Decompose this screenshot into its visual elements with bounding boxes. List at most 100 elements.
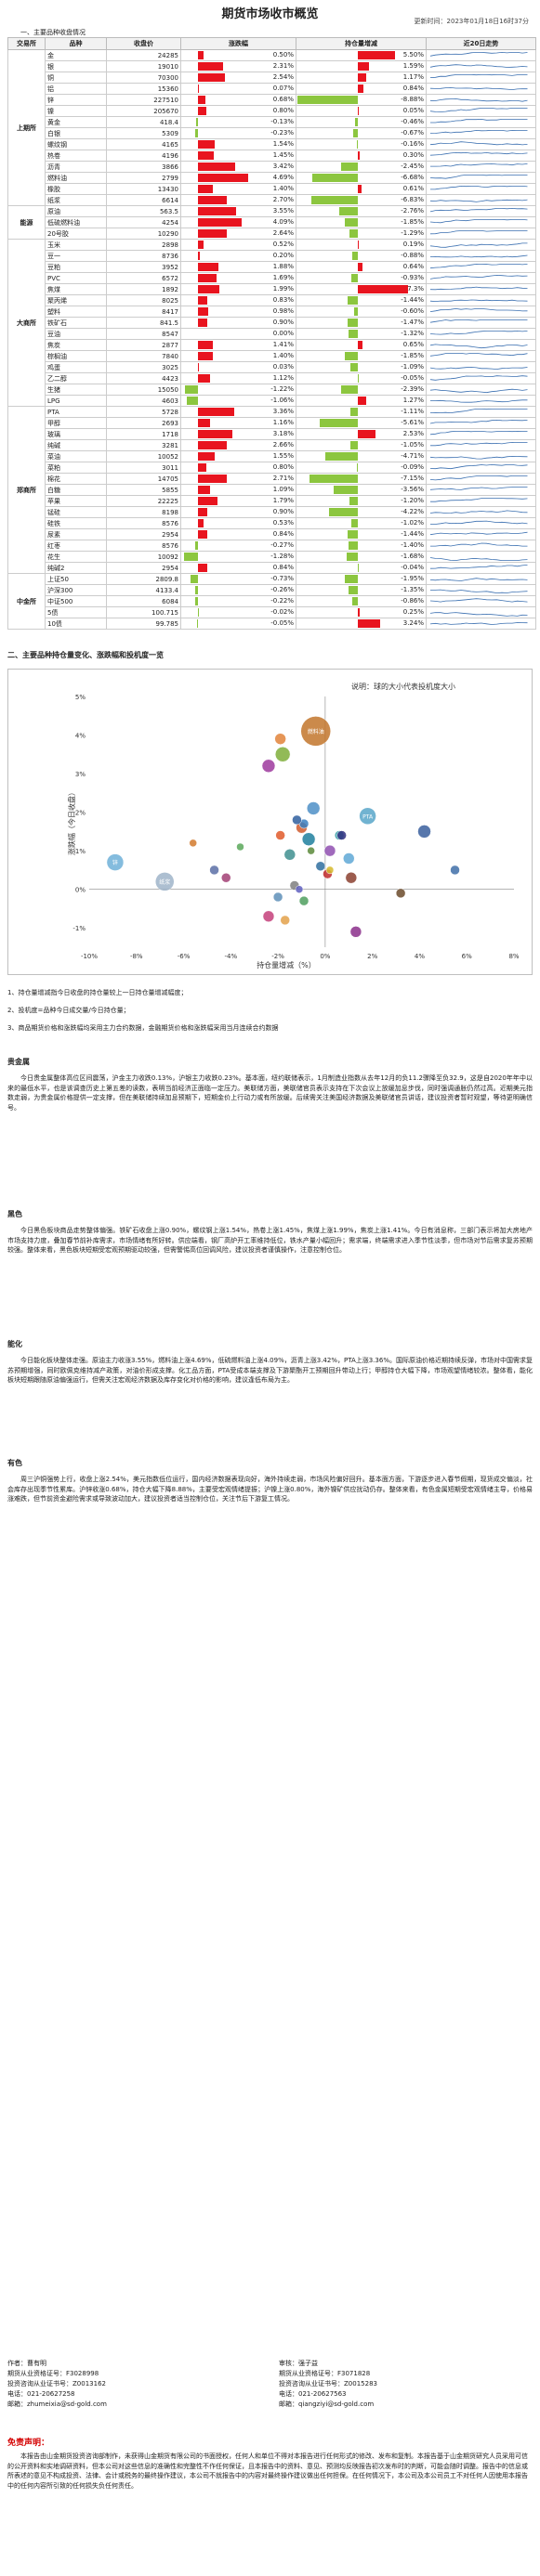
sparkline-path <box>429 455 528 460</box>
change-value: 3.55% <box>272 207 294 215</box>
reviewer-mail-label: 邮箱： <box>279 2400 298 2408</box>
sparkline <box>429 611 528 617</box>
change-cell: 0.50% <box>180 49 296 61</box>
change-cell: 3.55% <box>180 205 296 217</box>
disclaimer-text: 本报告由山金期货投资咨询部制作，未获得山金期货有限公司的书面授权，任何人和单位不… <box>7 2452 528 2490</box>
reviewer-cert-1: F3071828 <box>337 2370 371 2377</box>
change-bar <box>184 385 198 394</box>
change-cell: 1.88% <box>180 261 296 273</box>
close-price: 15360 <box>106 83 181 95</box>
oi-cell: -8.88% <box>296 94 427 106</box>
table-row: 纯碱 3281 2.66% -1.05% <box>8 439 536 451</box>
change-cell: 2.54% <box>180 72 296 84</box>
oi-value: -1.44% <box>401 530 424 538</box>
close-price: 2693 <box>106 417 181 429</box>
change-cell: 1.45% <box>180 150 296 162</box>
product-name: 锌 <box>45 94 107 106</box>
change-value: 0.00% <box>272 330 294 337</box>
oi-cell: 0.19% <box>296 239 427 251</box>
change-value: -0.73% <box>270 575 294 582</box>
reviewer-block: 审核：强子益 期货从业资格证号：F3071828 投资咨询从业证书号：Z0015… <box>279 2359 377 2410</box>
x-tick-label: -4% <box>225 953 238 960</box>
sparkline <box>429 207 528 212</box>
change-bar <box>198 163 235 171</box>
bubble-point <box>349 926 362 938</box>
oi-bar <box>349 229 358 238</box>
oi-value: 0.65% <box>402 341 424 348</box>
change-bar <box>198 51 204 59</box>
change-cell: 0.07% <box>180 83 296 95</box>
col-header-change: 涨跌幅 <box>180 37 296 50</box>
oi-bar <box>348 319 358 327</box>
oi-value: 0.19% <box>402 241 424 248</box>
bubble-point <box>272 891 283 903</box>
oi-cell: -5.61% <box>296 417 427 429</box>
table-row: 大商所 玉米 2898 0.52% 0.19% <box>7 239 536 407</box>
change-cell: 3.36% <box>180 406 296 418</box>
close-price: 8198 <box>106 506 181 518</box>
change-value: 0.03% <box>272 363 294 371</box>
oi-cell: -0.93% <box>296 272 427 284</box>
product-name: 焦炭 <box>45 339 107 351</box>
sparkline-path <box>429 86 528 90</box>
trend-cell <box>426 439 536 451</box>
trend-cell <box>426 540 536 552</box>
oi-bar <box>351 597 358 605</box>
sparkline-path <box>429 330 528 335</box>
table-row: 菜油 10052 1.55% -4.71% <box>8 450 536 462</box>
product-name: 低硫燃料油 <box>45 216 107 228</box>
change-cell: 3.18% <box>180 428 296 440</box>
trend-cell <box>426 172 536 184</box>
sparkline-path <box>430 542 528 546</box>
table-row: 乙二醇 4423 1.12% -0.05% <box>8 372 536 384</box>
oi-bar <box>358 397 367 405</box>
update-time: 更新时间：2023年01月18日16时37分 <box>414 18 529 25</box>
sparkline <box>429 299 528 302</box>
x-tick-label: 8% <box>508 953 519 960</box>
close-price: 5728 <box>106 406 181 418</box>
oi-cell: 7.3% <box>296 283 427 295</box>
close-price: 3281 <box>106 439 181 451</box>
table-row: 能源 原油 563.5 3.55% -2.76% <box>7 205 536 240</box>
oi-cell: -0.09% <box>296 462 427 474</box>
product-name: 苹果 <box>45 495 107 507</box>
table-row: 锌 227510 0.68% -8.88% <box>8 94 536 106</box>
author-mail[interactable]: zhumeixia@sd-gold.com <box>27 2400 107 2408</box>
close-price: 227510 <box>106 94 181 106</box>
oi-cell: -0.16% <box>296 138 427 150</box>
table-row: 焦煤 1892 1.99% 7.3% <box>8 283 536 295</box>
change-cell: 0.80% <box>180 462 296 474</box>
oi-bar <box>338 207 358 215</box>
sparkline <box>429 597 528 603</box>
product-name: 豆油 <box>45 328 107 340</box>
sparkline <box>429 343 528 348</box>
x-tick-label: -6% <box>178 953 191 960</box>
change-cell: 1.09% <box>180 484 296 496</box>
trend-cell <box>426 573 536 585</box>
trend-cell <box>426 395 536 407</box>
change-bar <box>190 575 198 583</box>
sparkline <box>429 556 528 561</box>
reviewer-mail[interactable]: qiangziyi@sd-gold.com <box>298 2400 375 2408</box>
change-value: 1.69% <box>272 274 294 281</box>
table-row: 上期所金 24285 0.50% 5.50% <box>7 49 536 206</box>
author-cert-label-1: 期货从业资格证号： <box>7 2370 66 2377</box>
oi-bar <box>345 352 358 360</box>
table-row: 郑商所 PTA 5728 3.36% -1.11% <box>7 406 536 574</box>
trend-cell <box>426 294 536 306</box>
change-cell: -0.13% <box>180 116 296 128</box>
product-name: 20号胶 <box>45 228 107 240</box>
change-bar <box>198 419 211 427</box>
change-cell: 2.64% <box>180 228 296 240</box>
col-header-close: 收盘价 <box>106 37 181 50</box>
change-value: 1.54% <box>272 140 294 148</box>
close-price: 2954 <box>106 562 181 574</box>
change-value: 0.50% <box>272 51 294 59</box>
sparkline-path <box>429 274 528 280</box>
oi-bar <box>351 252 358 260</box>
bubble-point <box>261 759 276 774</box>
change-bar <box>198 73 226 82</box>
change-cell: 1.54% <box>180 138 296 150</box>
bubble-label: 锌 <box>112 859 118 866</box>
oi-cell: 1.27% <box>296 395 427 407</box>
